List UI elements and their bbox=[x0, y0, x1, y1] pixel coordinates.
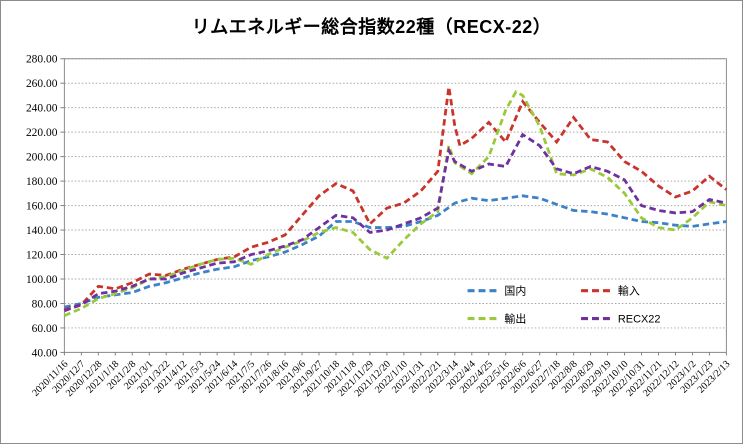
y-tick-label: 60.00 bbox=[32, 323, 58, 335]
legend-label: 輸出 bbox=[504, 312, 526, 326]
legend-item-1: 輸入 bbox=[581, 284, 640, 298]
legend-item-2: 輸出 bbox=[467, 312, 526, 326]
y-tick-label: 220.00 bbox=[26, 127, 58, 139]
y-tick-label: 120.00 bbox=[26, 250, 58, 262]
chart-title: リムエネルギー総合指数22種（RECX-22） bbox=[191, 17, 552, 37]
legend-label: 国内 bbox=[504, 284, 526, 298]
x-axis-labels: 2020/11/162020/12/72020/12/282021/1/1820… bbox=[30, 352, 732, 399]
y-tick-label: 40.00 bbox=[32, 347, 58, 359]
series-line-3 bbox=[63, 132, 727, 313]
y-tick-label: 240.00 bbox=[26, 103, 58, 115]
legend-label: RECX22 bbox=[618, 314, 661, 326]
series-line-2 bbox=[63, 89, 727, 317]
legend-label: 輸入 bbox=[618, 284, 640, 298]
series-lines bbox=[63, 86, 728, 317]
legend-item-0: 国内 bbox=[467, 284, 526, 298]
y-tick-label: 160.00 bbox=[26, 201, 58, 213]
y-tick-label: 100.00 bbox=[26, 274, 58, 286]
y-tick-label: 180.00 bbox=[26, 176, 58, 188]
y-tick-label: 80.00 bbox=[32, 298, 58, 310]
legend-item-3: RECX22 bbox=[581, 314, 660, 326]
y-tick-label: 140.00 bbox=[26, 225, 58, 237]
y-axis-labels: 280.00 260.00 240.00 220.00 200.00 180.00 160.… bbox=[26, 54, 58, 360]
y-tick-label: 260.00 bbox=[26, 78, 58, 90]
series-line-0 bbox=[64, 194, 727, 309]
y-tick-label: 280.00 bbox=[26, 54, 58, 66]
y-tick-label: 200.00 bbox=[26, 152, 58, 164]
plot-border bbox=[63, 58, 727, 353]
gridlines bbox=[60, 58, 727, 353]
